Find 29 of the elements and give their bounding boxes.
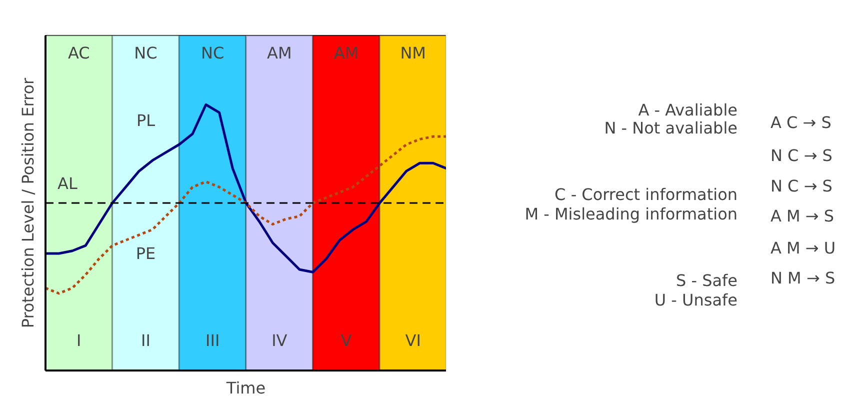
text: S - Safe — [676, 270, 738, 290]
annotation: I — [76, 331, 82, 350]
annotation: II — [141, 331, 150, 350]
text: AC — [68, 44, 90, 62]
text: N - Not avaliable — [604, 118, 738, 138]
text: AM — [267, 44, 292, 62]
annotation: V — [340, 331, 352, 350]
text: A M → S — [770, 206, 834, 226]
text: N C → S — [770, 176, 832, 196]
text: N M → S — [770, 268, 836, 288]
text: NM — [400, 44, 426, 62]
text: A - Avaliable — [638, 100, 738, 120]
text: A M → U — [770, 238, 836, 258]
x-axis-title: Time — [225, 378, 266, 398]
text: A C → S — [770, 112, 832, 132]
y-axis-title: Protection Level / Position Error — [18, 77, 38, 328]
annotation: PE — [136, 244, 156, 264]
text: AM — [334, 44, 359, 62]
ref-line-label: AL — [58, 174, 78, 193]
text: NC — [201, 44, 224, 62]
annotation: VI — [405, 331, 421, 350]
text: N C → S — [770, 146, 832, 165]
annotation: PL — [136, 111, 156, 130]
annotation: III — [206, 331, 220, 350]
text: U - Unsafe — [654, 290, 738, 310]
text: M - Misleading information — [524, 204, 738, 224]
text: NC — [134, 44, 158, 62]
annotation: IV — [272, 331, 288, 350]
text: C - Correct information — [554, 184, 738, 204]
